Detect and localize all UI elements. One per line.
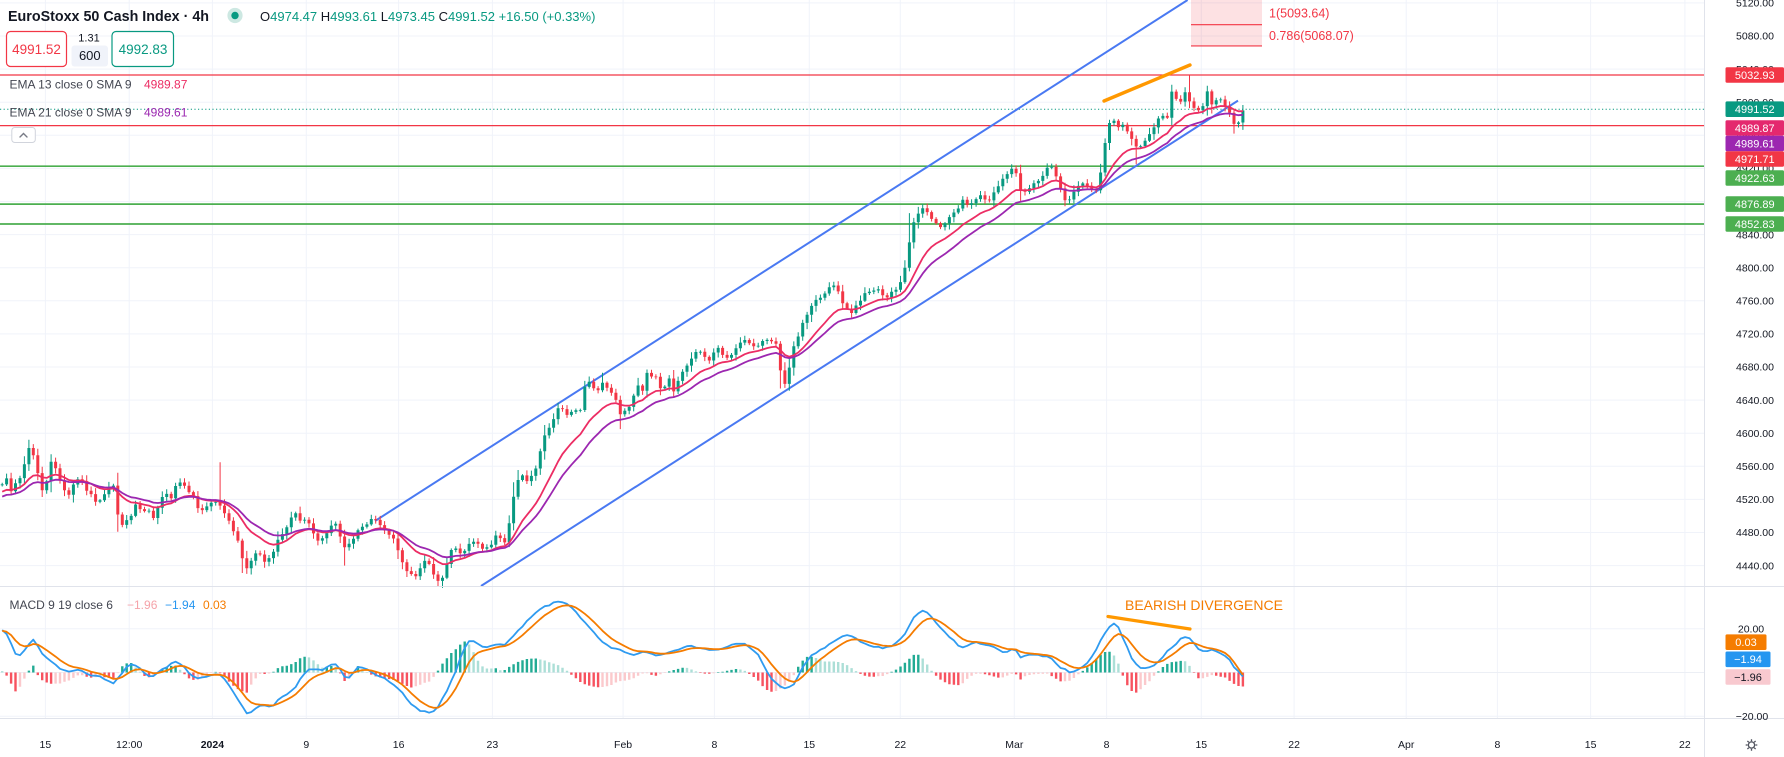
svg-text:0.03: 0.03: [1735, 637, 1756, 649]
svg-text:12:00: 12:00: [116, 739, 142, 751]
svg-text:4971.71: 4971.71: [1735, 154, 1775, 166]
svg-text:8: 8: [1494, 739, 1500, 751]
svg-text:1(5093.64): 1(5093.64): [1269, 7, 1329, 21]
svg-text:4989.61: 4989.61: [1735, 138, 1775, 150]
svg-text:4640.00: 4640.00: [1736, 395, 1774, 407]
svg-text:MACD 9 19 close 6: MACD 9 19 close 6: [10, 598, 114, 612]
svg-text:4760.00: 4760.00: [1736, 296, 1774, 308]
svg-text:5080.00: 5080.00: [1736, 31, 1774, 43]
svg-text:20.00: 20.00: [1738, 623, 1764, 635]
svg-text:4876.89: 4876.89: [1735, 199, 1775, 211]
svg-text:4680.00: 4680.00: [1736, 362, 1774, 374]
svg-text:Feb: Feb: [614, 739, 632, 751]
svg-text:5120.00: 5120.00: [1736, 0, 1774, 10]
svg-text:BEARISH DIVERGENCE: BEARISH DIVERGENCE: [1125, 597, 1283, 613]
svg-text:15: 15: [1585, 739, 1597, 751]
svg-text:22: 22: [1288, 739, 1300, 751]
svg-text:−1.94: −1.94: [1734, 654, 1762, 666]
svg-text:4922.63: 4922.63: [1735, 173, 1775, 185]
svg-text:8: 8: [1104, 739, 1110, 751]
svg-text:23: 23: [487, 739, 499, 751]
svg-text:4800.00: 4800.00: [1736, 262, 1774, 274]
svg-text:O4974.47 H4993.61 L4973.45 C49: O4974.47 H4993.61 L4973.45 C4991.52 +16.…: [260, 9, 595, 24]
svg-text:2024: 2024: [201, 739, 225, 751]
svg-text:1.31: 1.31: [78, 33, 99, 45]
svg-text:−1.94: −1.94: [165, 598, 196, 612]
svg-text:Mar: Mar: [1005, 739, 1024, 751]
svg-text:4840.00: 4840.00: [1736, 229, 1774, 241]
svg-text:4852.83: 4852.83: [1735, 219, 1775, 231]
svg-text:600: 600: [79, 48, 101, 63]
svg-text:4992.83: 4992.83: [119, 42, 168, 57]
svg-text:Apr: Apr: [1398, 739, 1415, 751]
svg-text:4991.52: 4991.52: [1735, 104, 1775, 116]
svg-text:4720.00: 4720.00: [1736, 329, 1774, 341]
svg-text:4989.61: 4989.61: [144, 106, 188, 120]
svg-text:16: 16: [393, 739, 405, 751]
svg-text:EMA 21 close 0 SMA 9: EMA 21 close 0 SMA 9: [10, 106, 132, 120]
svg-text:4440.00: 4440.00: [1736, 560, 1774, 572]
svg-text:22: 22: [1679, 739, 1691, 751]
svg-text:4480.00: 4480.00: [1736, 527, 1774, 539]
svg-text:15: 15: [40, 739, 52, 751]
svg-text:4600.00: 4600.00: [1736, 428, 1774, 440]
svg-text:EuroStoxx 50 Cash Index · 4h: EuroStoxx 50 Cash Index · 4h: [8, 9, 209, 25]
svg-text:22: 22: [894, 739, 906, 751]
svg-text:4989.87: 4989.87: [1735, 123, 1775, 135]
svg-text:8: 8: [711, 739, 717, 751]
svg-text:9: 9: [303, 739, 309, 751]
svg-text:15: 15: [1195, 739, 1207, 751]
svg-text:4520.00: 4520.00: [1736, 494, 1774, 506]
svg-text:EMA 13 close 0 SMA 9: EMA 13 close 0 SMA 9: [10, 78, 132, 92]
svg-text:5032.93: 5032.93: [1735, 70, 1775, 82]
svg-text:4991.52: 4991.52: [12, 42, 61, 57]
svg-text:4560.00: 4560.00: [1736, 461, 1774, 473]
svg-text:0.03: 0.03: [203, 598, 227, 612]
svg-text:−1.96: −1.96: [127, 598, 158, 612]
svg-text:−1.96: −1.96: [1734, 672, 1762, 684]
svg-text:−20.00: −20.00: [1736, 711, 1769, 723]
svg-text:0.786(5068.07): 0.786(5068.07): [1269, 29, 1354, 43]
svg-text:4989.87: 4989.87: [144, 78, 188, 92]
svg-text:15: 15: [803, 739, 815, 751]
